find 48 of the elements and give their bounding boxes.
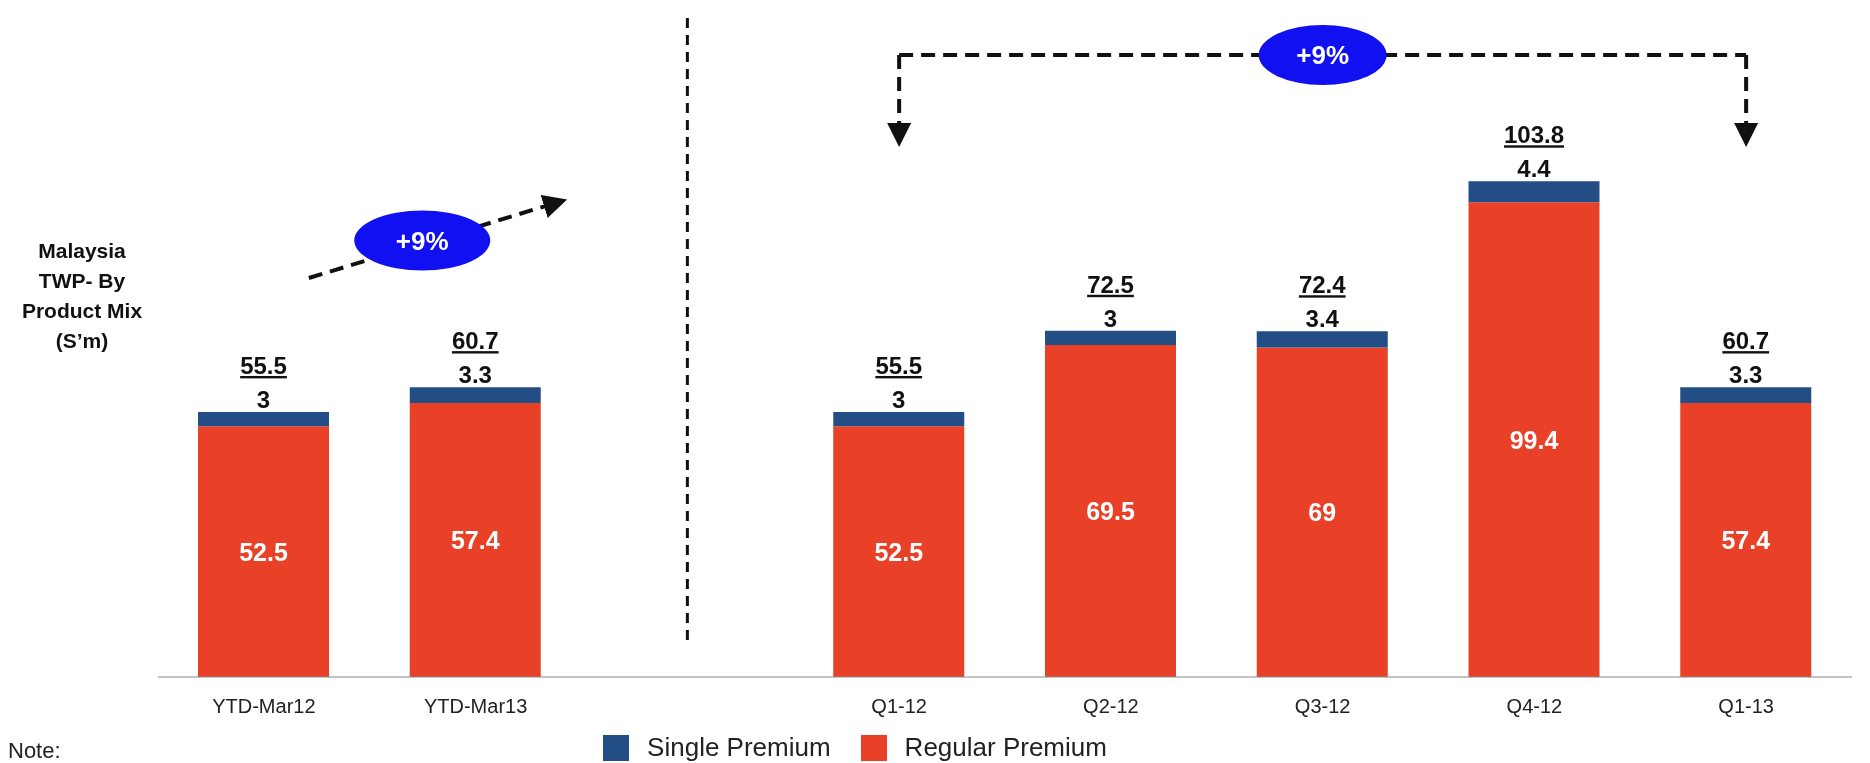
bar [198, 426, 329, 677]
x-tick-label: Q1-13 [1718, 695, 1774, 718]
data-label: 52.5 [239, 537, 288, 566]
total-label: 55.5 [875, 351, 923, 379]
total-label: 55.5 [240, 351, 287, 379]
data-label: 57.4 [450, 525, 500, 554]
text: Note: [8, 738, 61, 763]
bar [1256, 331, 1388, 348]
text: +9% [1296, 40, 1350, 70]
y-axis-title: Malaysia TWP- By Product Mix (S’m) [20, 238, 144, 354]
bar [1680, 402, 1812, 677]
bar [1468, 181, 1600, 203]
legend-label: Regular Premium [904, 732, 1107, 763]
x-tick-label: Q1-12 [871, 695, 927, 718]
bar [1256, 347, 1388, 677]
x-tick-label: YTD-Mar12 [212, 695, 316, 718]
total-label: 72.4 [1298, 271, 1347, 299]
bar [1045, 345, 1176, 677]
data-label: 4.4 [1517, 155, 1552, 183]
bar [198, 411, 329, 427]
bar [409, 402, 541, 677]
data-label: 3 [1103, 304, 1118, 332]
x-tick-label: Q4-12 [1506, 695, 1563, 718]
total-label: 72.5 [1087, 270, 1134, 298]
data-label: 3.3 [458, 361, 492, 389]
data-label: 99.4 [1509, 425, 1559, 454]
data-label: 57.4 [1721, 525, 1771, 554]
x-tick-label: Q2-12 [1083, 695, 1139, 718]
data-label: 3 [256, 385, 271, 413]
bar [1468, 202, 1600, 677]
data-label: 3.4 [1305, 305, 1340, 333]
total-label: 60.7 [451, 327, 499, 355]
data-label: 69.5 [1086, 497, 1135, 526]
bar [1680, 387, 1812, 403]
data-label: 3 [892, 385, 906, 413]
x-tick-label: Q3-12 [1294, 695, 1351, 718]
bar [409, 387, 541, 403]
data-label: 69 [1308, 498, 1337, 527]
total-label: 103.8 [1503, 121, 1565, 149]
x-tick-label: YTD-Mar13 [423, 695, 528, 718]
annotation: +9% [395, 225, 449, 256]
data-label: 52.5 [874, 537, 924, 566]
legend-label: Single Premium [647, 732, 831, 763]
data-label: 3.3 [1729, 361, 1763, 389]
bar [833, 426, 965, 677]
bar [1045, 330, 1176, 346]
total-label: 60.7 [1722, 327, 1770, 355]
bar [833, 411, 965, 427]
